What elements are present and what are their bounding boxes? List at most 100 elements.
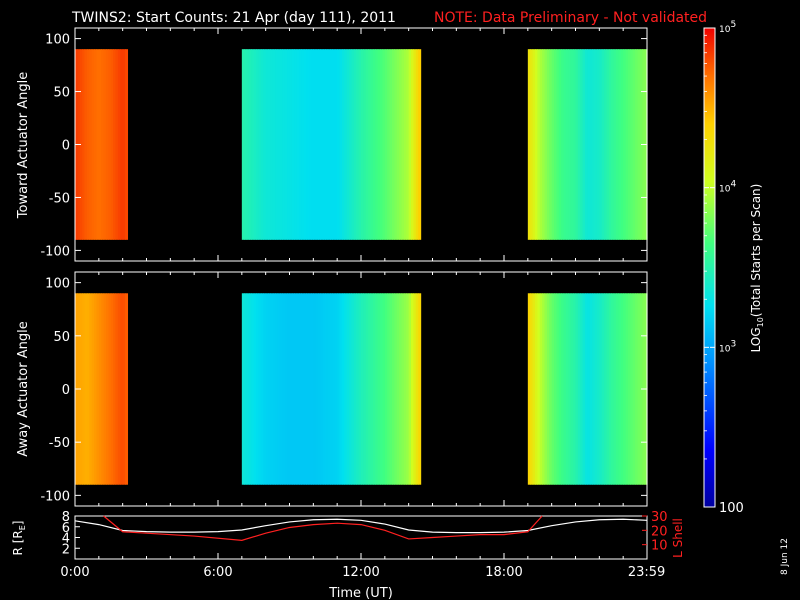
heatmap-cell bbox=[310, 49, 314, 240]
heatmap-cell bbox=[589, 293, 593, 485]
heatmap-cell bbox=[389, 49, 393, 240]
heatmap-cell bbox=[105, 293, 109, 485]
heatmap-cell bbox=[544, 293, 548, 485]
heatmap-cell bbox=[260, 293, 264, 485]
heatmap-cell bbox=[115, 293, 119, 485]
heatmap-cell bbox=[315, 49, 319, 240]
heatmap-cell bbox=[618, 293, 622, 485]
heatmap-cell bbox=[294, 293, 298, 485]
heatmap-cell bbox=[375, 293, 379, 485]
heatmap-cell bbox=[113, 49, 117, 240]
heatmap-cell bbox=[277, 293, 281, 485]
left-y-tick-label: 4 bbox=[62, 532, 70, 547]
heatmap-cell bbox=[353, 293, 357, 485]
heatmap-cell bbox=[308, 293, 312, 485]
heatmap-cell bbox=[534, 49, 538, 240]
heatmap-cell bbox=[277, 49, 281, 240]
heatmap-cell bbox=[635, 49, 639, 240]
heatmap-cell bbox=[103, 293, 107, 485]
heatmap-cell bbox=[125, 49, 129, 240]
heatmap-cell bbox=[327, 49, 331, 240]
heatmap-cell bbox=[635, 293, 639, 485]
heatmap-cell bbox=[251, 49, 255, 240]
heatmap-cell bbox=[117, 293, 121, 485]
heatmap-cell bbox=[265, 49, 269, 240]
heatmap-cell bbox=[606, 49, 610, 240]
heatmap-cell bbox=[570, 293, 574, 485]
heatmap-cell bbox=[284, 293, 288, 485]
heatmap-cell bbox=[244, 293, 248, 485]
heatmap-cell bbox=[287, 49, 291, 240]
heatmap-cell bbox=[246, 293, 250, 485]
heatmap-cell bbox=[96, 49, 100, 240]
heatmap-cell bbox=[320, 49, 324, 240]
heatmap-cell bbox=[313, 293, 317, 485]
heatmap-cell bbox=[625, 49, 629, 240]
heatmap-cell bbox=[611, 293, 615, 485]
colorbar-label: LOG10(Total Starts per Scan) bbox=[749, 184, 765, 353]
left-y-tick-label: 2 bbox=[62, 542, 70, 557]
heatmap-cell bbox=[270, 293, 274, 485]
heatmap-cell bbox=[530, 293, 534, 485]
heatmap-cell bbox=[413, 293, 417, 485]
heatmap-cell bbox=[291, 293, 295, 485]
heatmap-cell bbox=[556, 49, 560, 240]
heatmap-cell bbox=[322, 293, 326, 485]
heatmap-cell bbox=[325, 293, 329, 485]
heatmap-cell bbox=[534, 293, 538, 485]
heatmap-cell bbox=[530, 49, 534, 240]
heatmap-cell bbox=[241, 293, 245, 485]
heatmap-cell bbox=[563, 293, 567, 485]
y-tick-label: 100 bbox=[45, 33, 70, 48]
x-tick-label: 0:00 bbox=[60, 565, 89, 580]
right-y-tick-label: 20 bbox=[651, 524, 668, 539]
heatmap-cell bbox=[568, 49, 572, 240]
heatmap-cell bbox=[601, 293, 605, 485]
heatmap-cell bbox=[394, 49, 398, 240]
heatmap-cell bbox=[611, 49, 615, 240]
heatmap-cell bbox=[253, 49, 257, 240]
heatmap-cell bbox=[363, 49, 367, 240]
heatmap-cell bbox=[82, 49, 86, 240]
heatmap-cell bbox=[372, 293, 376, 485]
heatmap-cell bbox=[527, 49, 531, 240]
heatmap-cell bbox=[575, 49, 579, 240]
heatmap-cell bbox=[79, 293, 83, 485]
heatmap-cell bbox=[318, 293, 322, 485]
heatmap-cell bbox=[372, 49, 376, 240]
heatmap-cell bbox=[268, 49, 272, 240]
heatmap-cell bbox=[246, 49, 250, 240]
heatmap-cell bbox=[332, 49, 336, 240]
lshell-axis-label: L Shell bbox=[671, 518, 685, 558]
heatmap-cell bbox=[365, 293, 369, 485]
heatmap-cell bbox=[577, 293, 581, 485]
heatmap-cell bbox=[592, 293, 596, 485]
heatmap-cell bbox=[284, 49, 288, 240]
heatmap-cell bbox=[353, 49, 357, 240]
heatmap-cell bbox=[382, 293, 386, 485]
heatmap-cell bbox=[599, 49, 603, 240]
heatmap-cell bbox=[411, 293, 415, 485]
heatmap-cell bbox=[303, 293, 307, 485]
heatmap-cell bbox=[110, 293, 114, 485]
heatmap-cell bbox=[86, 49, 90, 240]
heatmap-cell bbox=[625, 293, 629, 485]
heatmap-cell bbox=[558, 49, 562, 240]
y-tick-label: 0 bbox=[62, 383, 70, 398]
heatmap-cell bbox=[322, 49, 326, 240]
heatmap-cell bbox=[98, 293, 102, 485]
heatmap-cell bbox=[296, 293, 300, 485]
heatmap-cell bbox=[275, 49, 279, 240]
heatmap-cell bbox=[279, 49, 283, 240]
away-y-axis-label: Away Actuator Angle bbox=[16, 321, 31, 456]
heatmap-cell bbox=[346, 49, 350, 240]
lshell-series-line bbox=[103, 515, 543, 541]
heatmap-cell bbox=[551, 293, 555, 485]
heatmap-cell bbox=[582, 49, 586, 240]
y-tick-label: -100 bbox=[40, 244, 70, 259]
heatmap-cell bbox=[86, 293, 90, 485]
heatmap-cell bbox=[241, 49, 245, 240]
heatmap-cell bbox=[289, 293, 293, 485]
heatmap-cell bbox=[594, 293, 598, 485]
heatmap-cell bbox=[599, 293, 603, 485]
